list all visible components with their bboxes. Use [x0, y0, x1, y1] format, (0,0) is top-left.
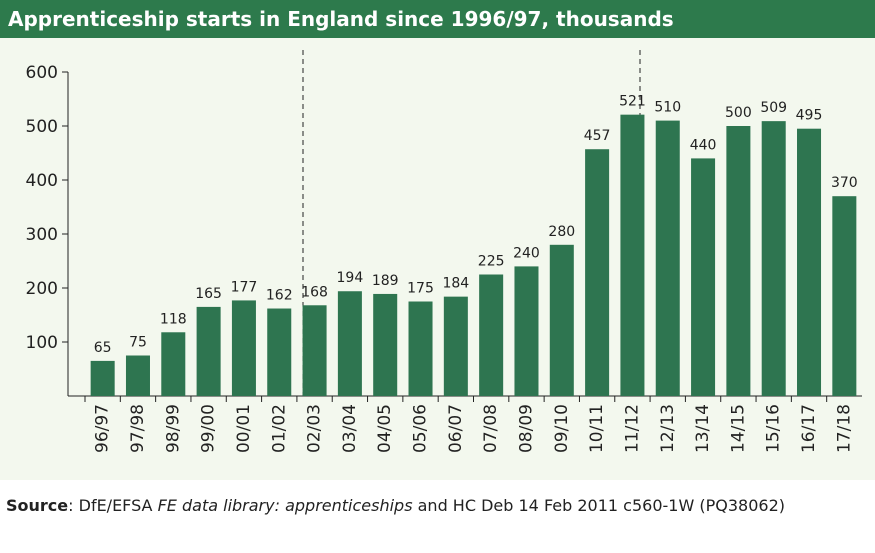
- bar: [620, 114, 645, 396]
- bar: [443, 296, 468, 396]
- value-label: 240: [513, 245, 540, 261]
- value-label: 370: [831, 175, 858, 191]
- value-label: 509: [760, 100, 787, 116]
- x-tick-label: 13/14: [693, 404, 713, 453]
- x-tick-label: 16/17: [799, 404, 819, 453]
- bar: [408, 301, 433, 396]
- bar: [125, 355, 150, 396]
- y-tick-label: 300: [26, 225, 58, 245]
- bar: [337, 291, 362, 396]
- x-tick-label: 02/03: [305, 404, 325, 453]
- x-tick-label: 99/00: [199, 404, 219, 453]
- bar: [691, 158, 716, 396]
- y-tick-label: 500: [26, 117, 58, 137]
- source: Source: DfE/EFSA FE data library: appren…: [6, 490, 846, 522]
- value-label: 495: [796, 108, 823, 124]
- value-label: 189: [372, 273, 399, 289]
- x-tick-label: 98/99: [163, 404, 183, 453]
- x-tick-label: 05/06: [411, 404, 431, 453]
- x-tick-label: 09/10: [552, 404, 572, 453]
- bar: [832, 196, 857, 396]
- y-tick-label: 600: [26, 63, 58, 83]
- value-label: 162: [266, 288, 293, 304]
- source-text: and HC Deb 14 Feb 2011 c560-1W (PQ38062): [412, 496, 785, 515]
- value-label: 184: [442, 276, 469, 292]
- x-tick-label: 03/04: [340, 404, 360, 453]
- value-label: 280: [548, 224, 575, 240]
- x-tick-label: 10/11: [587, 404, 607, 453]
- bar: [797, 128, 822, 396]
- chart-title: Apprenticeship starts in England since 1…: [8, 7, 674, 31]
- bar: [267, 308, 292, 396]
- x-tick-label: 01/02: [269, 404, 289, 453]
- x-tick-label: 11/12: [622, 404, 642, 453]
- x-tick-label: 00/01: [234, 404, 254, 453]
- y-tick-label: 200: [26, 279, 58, 299]
- y-tick-label: 400: [26, 171, 58, 191]
- source-label: Source: [6, 496, 69, 515]
- bar: [231, 300, 256, 396]
- x-tick-label: 96/97: [93, 404, 113, 453]
- title-bar: [0, 0, 875, 38]
- bar: [726, 126, 751, 396]
- x-tick-label: 14/15: [728, 404, 748, 453]
- value-label: 75: [129, 335, 147, 351]
- value-label: 225: [478, 254, 505, 270]
- value-label: 510: [654, 100, 681, 116]
- bar: [585, 149, 610, 396]
- x-tick-label: 97/98: [128, 404, 148, 453]
- source-text: FE data library: apprenticeships: [157, 496, 413, 515]
- y-tick-label: 100: [26, 333, 58, 353]
- value-label: 457: [584, 128, 611, 144]
- x-tick-label: 08/09: [516, 404, 536, 453]
- bar: [761, 121, 786, 396]
- chart: Apprenticeship starts in England since 1…: [0, 0, 875, 480]
- value-label: 118: [160, 311, 187, 327]
- value-label: 521: [619, 94, 646, 110]
- bar: [161, 332, 186, 396]
- bar: [196, 306, 221, 396]
- value-label: 165: [195, 286, 222, 302]
- source-text: : DfE/EFSA: [68, 496, 158, 515]
- value-label: 168: [301, 284, 328, 300]
- bar: [479, 274, 504, 396]
- x-tick-label: 06/07: [446, 404, 466, 453]
- x-tick-label: 07/08: [481, 404, 501, 453]
- bar: [302, 305, 327, 396]
- x-tick-label: 04/05: [375, 404, 395, 453]
- value-label: 177: [231, 279, 258, 295]
- bar: [655, 120, 680, 396]
- x-tick-label: 15/16: [764, 404, 784, 453]
- value-label: 500: [725, 105, 752, 121]
- bar: [549, 244, 574, 396]
- x-tick-label: 17/18: [834, 404, 854, 453]
- x-tick-label: 12/13: [658, 404, 678, 453]
- bar: [514, 266, 539, 396]
- bar: [373, 293, 398, 396]
- bar: [90, 360, 115, 396]
- value-label: 65: [94, 340, 112, 356]
- value-label: 194: [337, 270, 364, 286]
- value-label: 175: [407, 281, 434, 297]
- value-label: 440: [690, 137, 717, 153]
